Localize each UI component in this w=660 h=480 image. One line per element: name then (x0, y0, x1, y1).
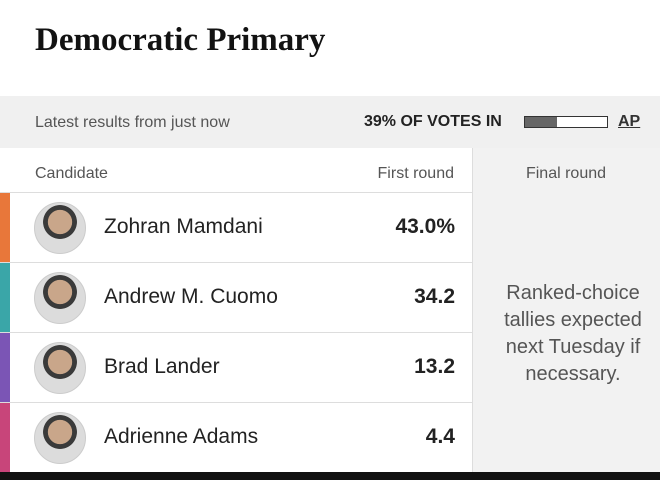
candidate-photo (34, 272, 86, 324)
candidate-row: Andrew M. Cuomo 34.2 (0, 262, 472, 332)
candidate-photo (34, 412, 86, 464)
first-round-value: 43.0% (395, 215, 455, 238)
column-header: Final round (525, 165, 607, 182)
title: Democratic Primary (35, 22, 326, 58)
candidate-name: Andrew M. Cuomo (104, 285, 278, 308)
party-color (0, 333, 10, 402)
column-header: Candidate (35, 165, 108, 182)
status-bar: Latest results from just now 39% OF VOTE… (0, 96, 660, 148)
first-round-value: 4.4 (425, 425, 455, 448)
reporting-bar (524, 116, 608, 128)
reporting-text: 39% OF VOTES IN (364, 113, 502, 130)
candidate-photo (34, 202, 86, 254)
party-color (0, 193, 10, 262)
candidate-name: Adrienne Adams (104, 425, 259, 448)
final-round-column (472, 148, 660, 472)
candidate-name: Zohran Mamdani (104, 215, 263, 238)
candidate-name: Brad Lander (104, 355, 220, 378)
candidate-row: Zohran Mamdani 43.0% (0, 192, 472, 262)
reporting-fill (525, 117, 557, 127)
bottom-edge (0, 472, 660, 480)
source-link[interactable]: AP (618, 113, 641, 130)
first-round-value: 34.2 (414, 285, 455, 308)
candidate-row: Brad Lander 13.2 (0, 332, 472, 402)
candidate-row: Adrienne Adams 4.4 (0, 402, 472, 472)
party-color (0, 263, 10, 332)
party-color (0, 403, 10, 472)
first-round-value: 13.2 (414, 355, 455, 378)
final-round-note: Ranked-choice tallies expected next Tues… (504, 282, 642, 385)
updated-text: Latest results from just now (35, 114, 230, 131)
column-header: First round (377, 165, 454, 182)
candidate-photo (34, 342, 86, 394)
